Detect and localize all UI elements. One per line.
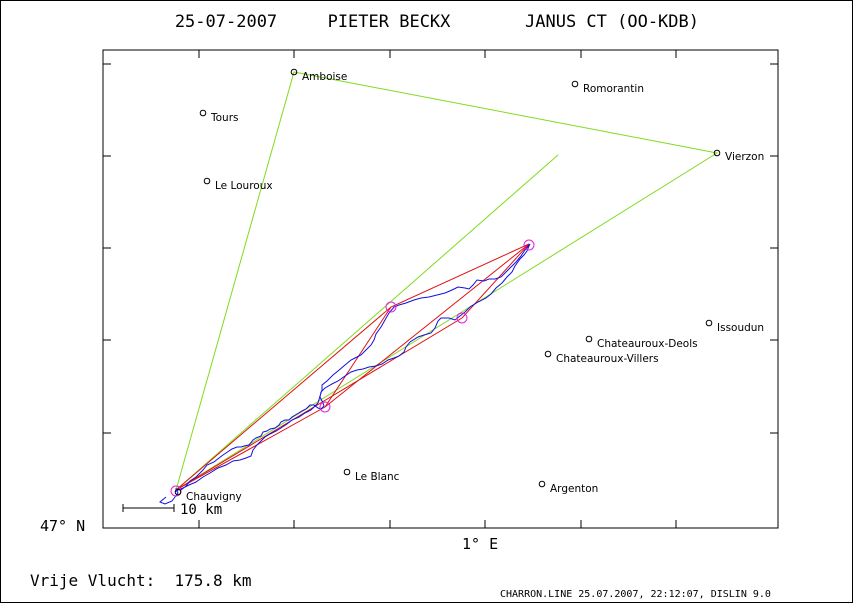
svg-text:Issoudun: Issoudun (717, 322, 764, 334)
flight-track (159, 243, 531, 505)
svg-text:Le Blanc: Le Blanc (355, 471, 400, 483)
svg-text:Chateauroux-Deols: Chateauroux-Deols (597, 338, 698, 350)
town-romorantin: Romorantin (571, 80, 644, 95)
svg-text:Le Louroux: Le Louroux (215, 180, 273, 192)
svg-text:Amboise: Amboise (302, 71, 347, 83)
town-tours: Tours (199, 109, 239, 124)
turnpoint-3 (456, 312, 468, 324)
turnpoint-2 (523, 239, 535, 251)
town-le-louroux: Le Louroux (203, 177, 273, 192)
svg-text:Tours: Tours (210, 112, 239, 124)
svg-text:Chateauroux-Villers: Chateauroux-Villers (556, 353, 659, 365)
plot-area (102, 49, 779, 529)
latitude-label: 47° N (40, 517, 85, 535)
svg-text:Romorantin: Romorantin (583, 83, 644, 95)
town-le-blanc: Le Blanc (343, 468, 400, 483)
town-issoudun: Issoudun (705, 319, 764, 334)
svg-text:Argenton: Argenton (550, 483, 598, 495)
turnpoints (170, 239, 535, 497)
axis-ticks (102, 50, 778, 528)
title-glider: JANUS CT (OO-KDB) (525, 12, 699, 32)
title-date: 25-07-2007 (175, 12, 277, 32)
turnpoint-1 (385, 301, 397, 313)
town-chauvigny: Chauvigny (174, 488, 242, 503)
title-pilot: PIETER BECKX (328, 12, 452, 32)
scale-label: 10 km (180, 502, 222, 518)
town-argenton: Argenton (538, 480, 598, 495)
town-amboise: Amboise (290, 68, 347, 83)
svg-text:Vierzon: Vierzon (725, 151, 764, 163)
free-flight-distance: Vrije Vlucht: 175.8 km (30, 571, 252, 590)
svg-text:Chauvigny: Chauvigny (186, 491, 242, 503)
town-chateauroux-deols: Chateauroux-Deols (585, 335, 698, 350)
task-triangle (175, 71, 719, 491)
town-chateauroux-villers: Chateauroux-Villers (544, 350, 659, 365)
task-sector-line (175, 154, 559, 491)
turnpoint-4 (319, 401, 331, 413)
town-vierzon: Vierzon (713, 149, 764, 163)
scale-bar: 10 km (122, 502, 222, 518)
task-lines (175, 71, 719, 491)
town-markers: Amboise Romorantin Tours Vierzon Le Lour… (174, 68, 764, 503)
longitude-label: 1° E (462, 535, 498, 553)
credit-line: CHARRON.LINE 25.07.2007, 22:12:07, DISLI… (500, 589, 771, 600)
